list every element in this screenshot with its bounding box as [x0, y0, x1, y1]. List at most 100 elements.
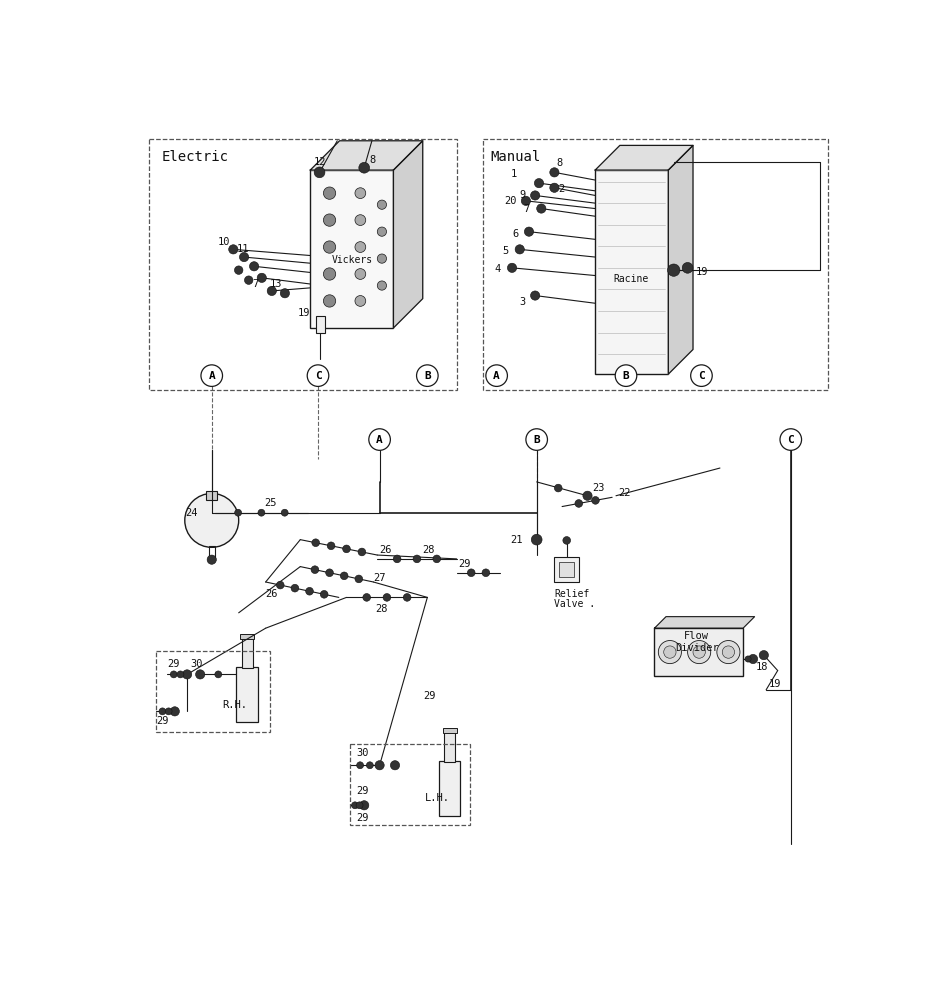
Bar [149, 139, 457, 389]
Text: 8: 8 [557, 158, 563, 168]
Text: 11: 11 [237, 244, 249, 254]
Circle shape [667, 264, 680, 276]
Circle shape [314, 167, 325, 178]
Circle shape [235, 509, 241, 516]
Circle shape [196, 670, 205, 679]
Polygon shape [393, 141, 423, 328]
Circle shape [390, 761, 400, 770]
Circle shape [532, 534, 542, 545]
Text: 19: 19 [768, 679, 781, 689]
Circle shape [554, 484, 563, 492]
Circle shape [563, 537, 571, 544]
Circle shape [403, 594, 411, 601]
Circle shape [664, 646, 676, 658]
Circle shape [363, 594, 371, 601]
Bar [350, 744, 470, 825]
Circle shape [240, 252, 249, 262]
Circle shape [536, 204, 546, 213]
Polygon shape [311, 141, 423, 170]
Circle shape [433, 555, 441, 563]
Text: 9: 9 [519, 190, 526, 200]
Circle shape [343, 545, 350, 553]
Circle shape [352, 802, 358, 809]
Polygon shape [668, 145, 693, 374]
Text: 29: 29 [458, 559, 471, 569]
Circle shape [745, 656, 751, 662]
Text: 20: 20 [505, 196, 517, 206]
Circle shape [320, 590, 328, 598]
Circle shape [515, 245, 524, 254]
Text: 24: 24 [184, 508, 197, 518]
Text: 13: 13 [270, 279, 282, 289]
Circle shape [324, 241, 336, 253]
Circle shape [159, 708, 166, 715]
Text: 5: 5 [503, 246, 509, 256]
Circle shape [521, 196, 531, 205]
Text: 28: 28 [375, 604, 388, 614]
Text: 6: 6 [512, 229, 519, 239]
Bar [654, 628, 743, 676]
Circle shape [723, 646, 735, 658]
Text: 29: 29 [156, 716, 168, 726]
Circle shape [377, 200, 387, 209]
Text: C: C [314, 371, 321, 381]
Circle shape [526, 429, 548, 450]
Circle shape [531, 291, 540, 300]
Circle shape [267, 286, 276, 296]
Circle shape [326, 569, 333, 577]
Circle shape [250, 262, 258, 271]
Circle shape [717, 641, 740, 664]
Circle shape [615, 365, 636, 386]
Circle shape [358, 162, 370, 173]
Circle shape [592, 497, 599, 504]
Bar [156, 651, 271, 732]
Text: Valve .: Valve . [554, 599, 595, 609]
Circle shape [749, 654, 757, 664]
Text: 26: 26 [379, 545, 391, 555]
Circle shape [355, 575, 362, 583]
Circle shape [258, 509, 265, 516]
Circle shape [383, 594, 390, 601]
Text: 19: 19 [695, 267, 708, 277]
Circle shape [355, 269, 366, 279]
Circle shape [583, 491, 592, 500]
Text: B: B [424, 371, 431, 381]
Text: B: B [534, 435, 540, 445]
Text: Racine: Racine [614, 274, 649, 284]
Polygon shape [595, 145, 693, 170]
Circle shape [359, 801, 369, 810]
Circle shape [183, 670, 192, 679]
Text: 30: 30 [190, 659, 203, 669]
Circle shape [682, 262, 693, 273]
Circle shape [658, 641, 681, 664]
Text: 23: 23 [592, 483, 605, 493]
Circle shape [184, 493, 239, 547]
Circle shape [311, 566, 319, 574]
Circle shape [312, 539, 319, 547]
Text: Divider: Divider [675, 643, 719, 653]
Text: 12: 12 [314, 157, 326, 167]
Text: 7: 7 [253, 279, 258, 289]
Circle shape [355, 296, 366, 306]
Circle shape [377, 254, 387, 263]
Circle shape [531, 191, 540, 200]
Text: B: B [622, 371, 629, 381]
Text: A: A [493, 371, 500, 381]
Text: 29: 29 [357, 813, 369, 823]
Circle shape [507, 263, 517, 272]
Bar [241, 634, 254, 639]
Text: 18: 18 [756, 662, 768, 672]
Bar [483, 139, 827, 389]
Circle shape [693, 646, 706, 658]
Text: 3: 3 [519, 297, 526, 307]
Circle shape [688, 641, 710, 664]
Circle shape [228, 245, 238, 254]
Circle shape [549, 168, 559, 177]
Text: 28: 28 [422, 545, 434, 555]
Text: 8: 8 [370, 155, 376, 165]
Text: 26: 26 [266, 589, 278, 599]
Circle shape [281, 509, 288, 516]
Text: 25: 25 [264, 498, 277, 508]
Bar [206, 491, 217, 500]
Text: 2: 2 [558, 184, 564, 194]
